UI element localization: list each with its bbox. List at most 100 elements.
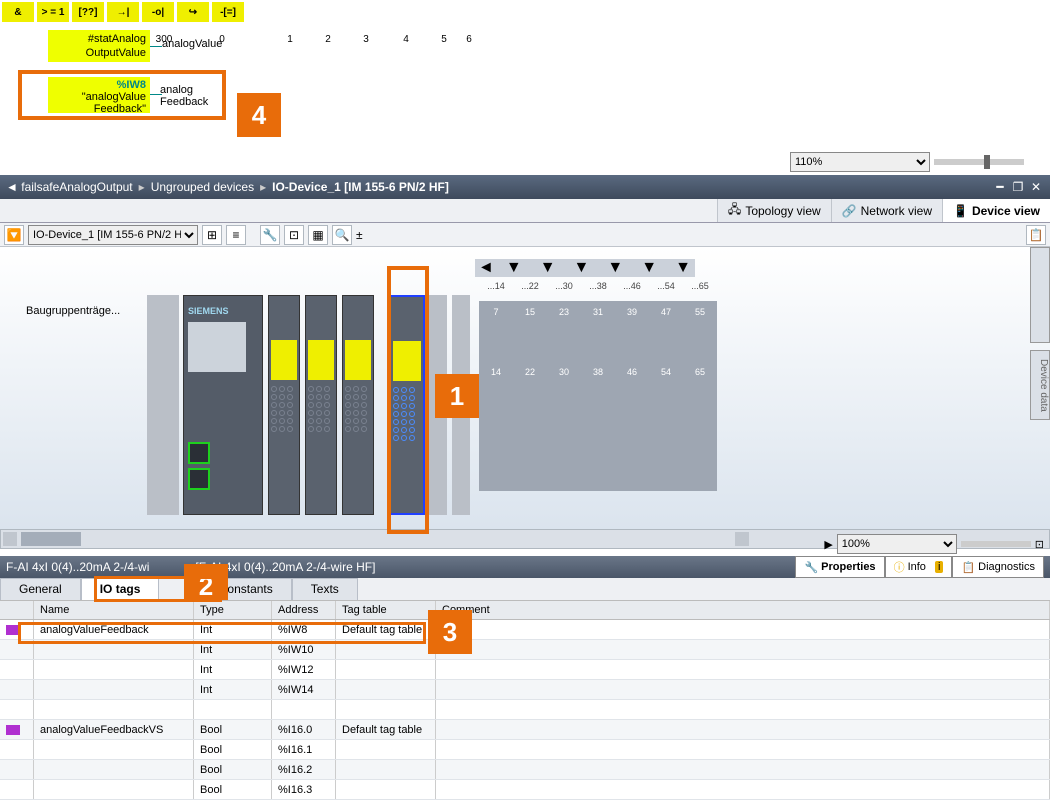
table-row[interactable]: analogValueFeedbackVS Bool %I16.0 Defaul… (0, 720, 1050, 740)
hdr-addr[interactable]: Address (272, 601, 336, 619)
min-icon[interactable]: ━ (992, 180, 1008, 194)
restore-icon[interactable]: ❐ (1010, 180, 1026, 194)
table-row[interactable]: Bool %I16.2 (0, 760, 1050, 780)
fbd-branch[interactable]: ↪ (177, 2, 209, 22)
expansion-slot[interactable]: ...65 55 65 (683, 301, 717, 491)
device-tree-icon[interactable]: 🔽 (4, 225, 24, 245)
hdr-type[interactable]: Type (194, 601, 272, 619)
tb-icon-5[interactable]: ▦ (308, 225, 328, 245)
expansion-slot[interactable]: ...30 23 30 (547, 301, 581, 491)
profinet-port-1[interactable] (188, 442, 210, 464)
cell-comment[interactable] (436, 740, 1050, 759)
tab-general[interactable]: General (0, 578, 81, 600)
cell-tagtable[interactable] (336, 760, 436, 779)
bc-1[interactable]: failsafeAnalogOutput (21, 180, 132, 194)
zoom-slider[interactable] (934, 159, 1024, 165)
tb-icon-2[interactable]: ≡ (226, 225, 246, 245)
cell-comment[interactable] (436, 780, 1050, 799)
cell-type[interactable]: Bool (194, 760, 272, 779)
back-icon[interactable]: ◄ (6, 180, 18, 194)
cell-name[interactable] (34, 660, 194, 679)
tb-icon-1[interactable]: ⊞ (202, 225, 222, 245)
tb-icon-right[interactable]: 📋 (1026, 225, 1046, 245)
expansion-slot[interactable]: ...38 31 38 (581, 301, 615, 491)
scroll-thumb[interactable] (21, 532, 81, 546)
expansion-slot[interactable]: ...46 39 46 (615, 301, 649, 491)
module-slot-1[interactable] (268, 295, 300, 515)
cell-comment[interactable] (436, 720, 1050, 739)
fbd-box[interactable]: [??] (72, 2, 104, 22)
cell-addr[interactable]: %IW12 (272, 660, 336, 679)
fbd-out[interactable]: -o| (142, 2, 174, 22)
cell-tagtable[interactable]: Default tag table (336, 720, 436, 739)
bc-3[interactable]: IO-Device_1 [IM 155-6 PN/2 HF] (272, 180, 449, 194)
cell-addr[interactable]: %IW14 (272, 680, 336, 699)
module-slot-2[interactable] (305, 295, 337, 515)
table-row[interactable]: Bool %I16.1 (0, 740, 1050, 760)
tb-icon-4[interactable]: ⊡ (284, 225, 304, 245)
tab-diagnostics[interactable]: 📋Diagnostics (952, 556, 1044, 578)
expansion-slot[interactable]: ...22 15 22 (513, 301, 547, 491)
cell-type[interactable]: Int (194, 660, 272, 679)
cell-name[interactable] (34, 780, 194, 799)
zoom-in-icon[interactable]: 🔍 (332, 225, 352, 245)
zoom-select-2[interactable]: 100% (837, 534, 957, 554)
cell-type[interactable]: Int (194, 680, 272, 699)
cell-comment[interactable] (436, 620, 1050, 639)
slot-nav[interactable]: ◄ ▼▼▼▼▼▼ (475, 259, 695, 277)
fbd-assign[interactable]: -[=] (212, 2, 244, 22)
zoom-slider-2[interactable] (961, 541, 1031, 547)
cell-tagtable[interactable] (336, 740, 436, 759)
cell-addr[interactable]: %I16.1 (272, 740, 336, 759)
scroll-right-icon[interactable] (735, 532, 749, 546)
cell-tagtable[interactable] (336, 780, 436, 799)
table-row[interactable]: Bool %I16.3 (0, 780, 1050, 800)
zoom-right-icon[interactable]: ▶ (824, 538, 832, 551)
operand-1[interactable]: #statAnalog OutputValue (48, 30, 150, 62)
expansion-slot[interactable]: ...14 7 14 (479, 301, 513, 491)
module-slot-3[interactable] (342, 295, 374, 515)
cell-comment[interactable] (436, 680, 1050, 699)
rack-300[interactable] (147, 295, 179, 515)
cell-comment[interactable] (436, 660, 1050, 679)
cpu-module[interactable]: SIEMENS (183, 295, 263, 515)
cell-addr[interactable]: %I16.2 (272, 760, 336, 779)
hdr-tagtable[interactable]: Tag table (336, 601, 436, 619)
cell-type[interactable]: Bool (194, 740, 272, 759)
nav-left-icon[interactable]: ◄ (478, 259, 494, 277)
cell-name[interactable]: analogValueFeedbackVS (34, 720, 194, 739)
scroll-left-icon[interactable] (3, 532, 17, 546)
cell-comment[interactable] (436, 760, 1050, 779)
fbd-or[interactable]: > = 1 (37, 2, 69, 22)
zoom-pm[interactable]: ± (356, 228, 363, 242)
bc-2[interactable]: Ungrouped devices (151, 180, 254, 194)
hdr-name[interactable]: Name (34, 601, 194, 619)
cell-tagtable[interactable] (336, 660, 436, 679)
device-combo[interactable]: IO-Device_1 [IM 155-6 PN/2 HF] (28, 225, 198, 245)
hdr-comment[interactable]: Comment (436, 601, 1050, 619)
profinet-port-2[interactable] (188, 468, 210, 490)
cell-type[interactable]: Bool (194, 720, 272, 739)
cell-name[interactable] (34, 680, 194, 699)
split-icon[interactable]: ⊡ (1035, 538, 1044, 551)
close-icon[interactable]: ✕ (1028, 180, 1044, 194)
tab-info[interactable]: ⓘInfo i (885, 556, 953, 578)
side-tab-device-data[interactable]: Device data (1030, 350, 1050, 420)
side-scroll[interactable] (1030, 247, 1050, 343)
cell-addr[interactable]: %I16.3 (272, 780, 336, 799)
cell-name[interactable] (34, 760, 194, 779)
zoom-select[interactable]: 110% (790, 152, 930, 172)
cell-addr[interactable]: %I16.0 (272, 720, 336, 739)
tb-icon-3[interactable]: 🔧 (260, 225, 280, 245)
cell-comment[interactable] (436, 640, 1050, 659)
table-row[interactable]: Int %IW12 (0, 660, 1050, 680)
expansion-slot[interactable]: ...54 47 54 (649, 301, 683, 491)
fbd-and[interactable]: & (2, 2, 34, 22)
cell-type[interactable]: Bool (194, 780, 272, 799)
tab-network[interactable]: 🔗Network view (831, 199, 942, 222)
cell-name[interactable] (34, 740, 194, 759)
tab-topology[interactable]: 🖧Topology view (717, 199, 831, 222)
tab-device[interactable]: 📱Device view (942, 199, 1050, 222)
operand-2[interactable]: %IW8 "analogValue Feedback" (48, 77, 150, 113)
table-row[interactable]: Int %IW14 (0, 680, 1050, 700)
